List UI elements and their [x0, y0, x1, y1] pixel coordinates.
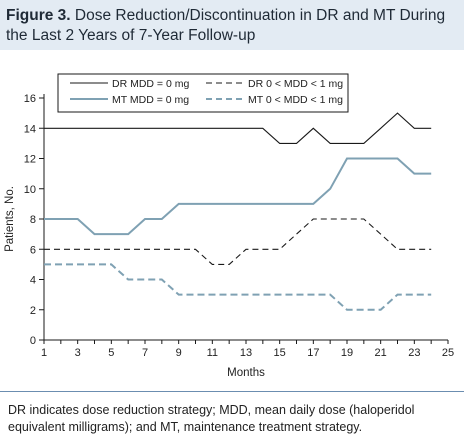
- x-tick-label: 5: [108, 347, 114, 359]
- x-tick-label: 15: [274, 347, 286, 359]
- y-axis-label: Patients, No.: [4, 186, 16, 252]
- y-tick-label: 10: [24, 184, 36, 196]
- x-tick-label: 19: [341, 347, 353, 359]
- y-tick-label: 4: [30, 275, 36, 287]
- y-tick-label: 14: [24, 123, 36, 135]
- y-tick-label: 8: [30, 214, 36, 226]
- x-tick-label: 21: [375, 347, 387, 359]
- figure-title: Figure 3. Dose Reduction/Discontinuation…: [6, 6, 458, 46]
- series-line-3: [44, 218, 432, 265]
- chart-area: 0 2 4 6 8 10 12 14 16 1 3 5 7 9 11 13 15 17 19 21 23 25 Months…: [0, 52, 464, 382]
- x-tick-label: 11: [207, 347, 218, 359]
- x-tick-label: 13: [240, 347, 252, 359]
- y-tick-label: 6: [30, 244, 36, 256]
- x-tick-label: 17: [307, 347, 319, 359]
- legend-label-3: DR 0 < MDD < 1 mg: [248, 78, 343, 90]
- legend-label-1: DR MDD = 0 mg: [112, 78, 189, 90]
- series-line-1: [44, 112, 432, 144]
- figure-label: Figure 3.: [6, 7, 71, 24]
- x-tick-label: 25: [442, 347, 454, 359]
- figure-title-text: Dose Reduction/Discontinuation in DR and…: [6, 7, 446, 44]
- x-tick-label: 9: [176, 347, 182, 359]
- series-line-4: [44, 263, 432, 311]
- x-tick-label: 23: [408, 347, 420, 359]
- x-axis-label: Months: [227, 367, 265, 379]
- legend-label-4: MT 0 < MDD < 1 mg: [248, 94, 343, 106]
- x-tick-label: 7: [142, 347, 148, 359]
- legend-label-2: MT MDD = 0 mg: [112, 94, 189, 106]
- legend-box: [57, 73, 349, 113]
- figure-caption: DR indicates dose reduction strategy; MD…: [8, 403, 415, 434]
- y-tick-label: 16: [24, 93, 36, 105]
- x-tick-label: 3: [75, 347, 81, 359]
- y-tick-label: 2: [30, 305, 36, 317]
- x-tick-label: 1: [41, 347, 47, 359]
- series-line-2: [44, 157, 432, 236]
- y-tick-label: 0: [30, 335, 36, 347]
- y-tick-label: 12: [24, 154, 36, 166]
- title-band: [0, 0, 464, 50]
- caption-divider: [0, 391, 464, 392]
